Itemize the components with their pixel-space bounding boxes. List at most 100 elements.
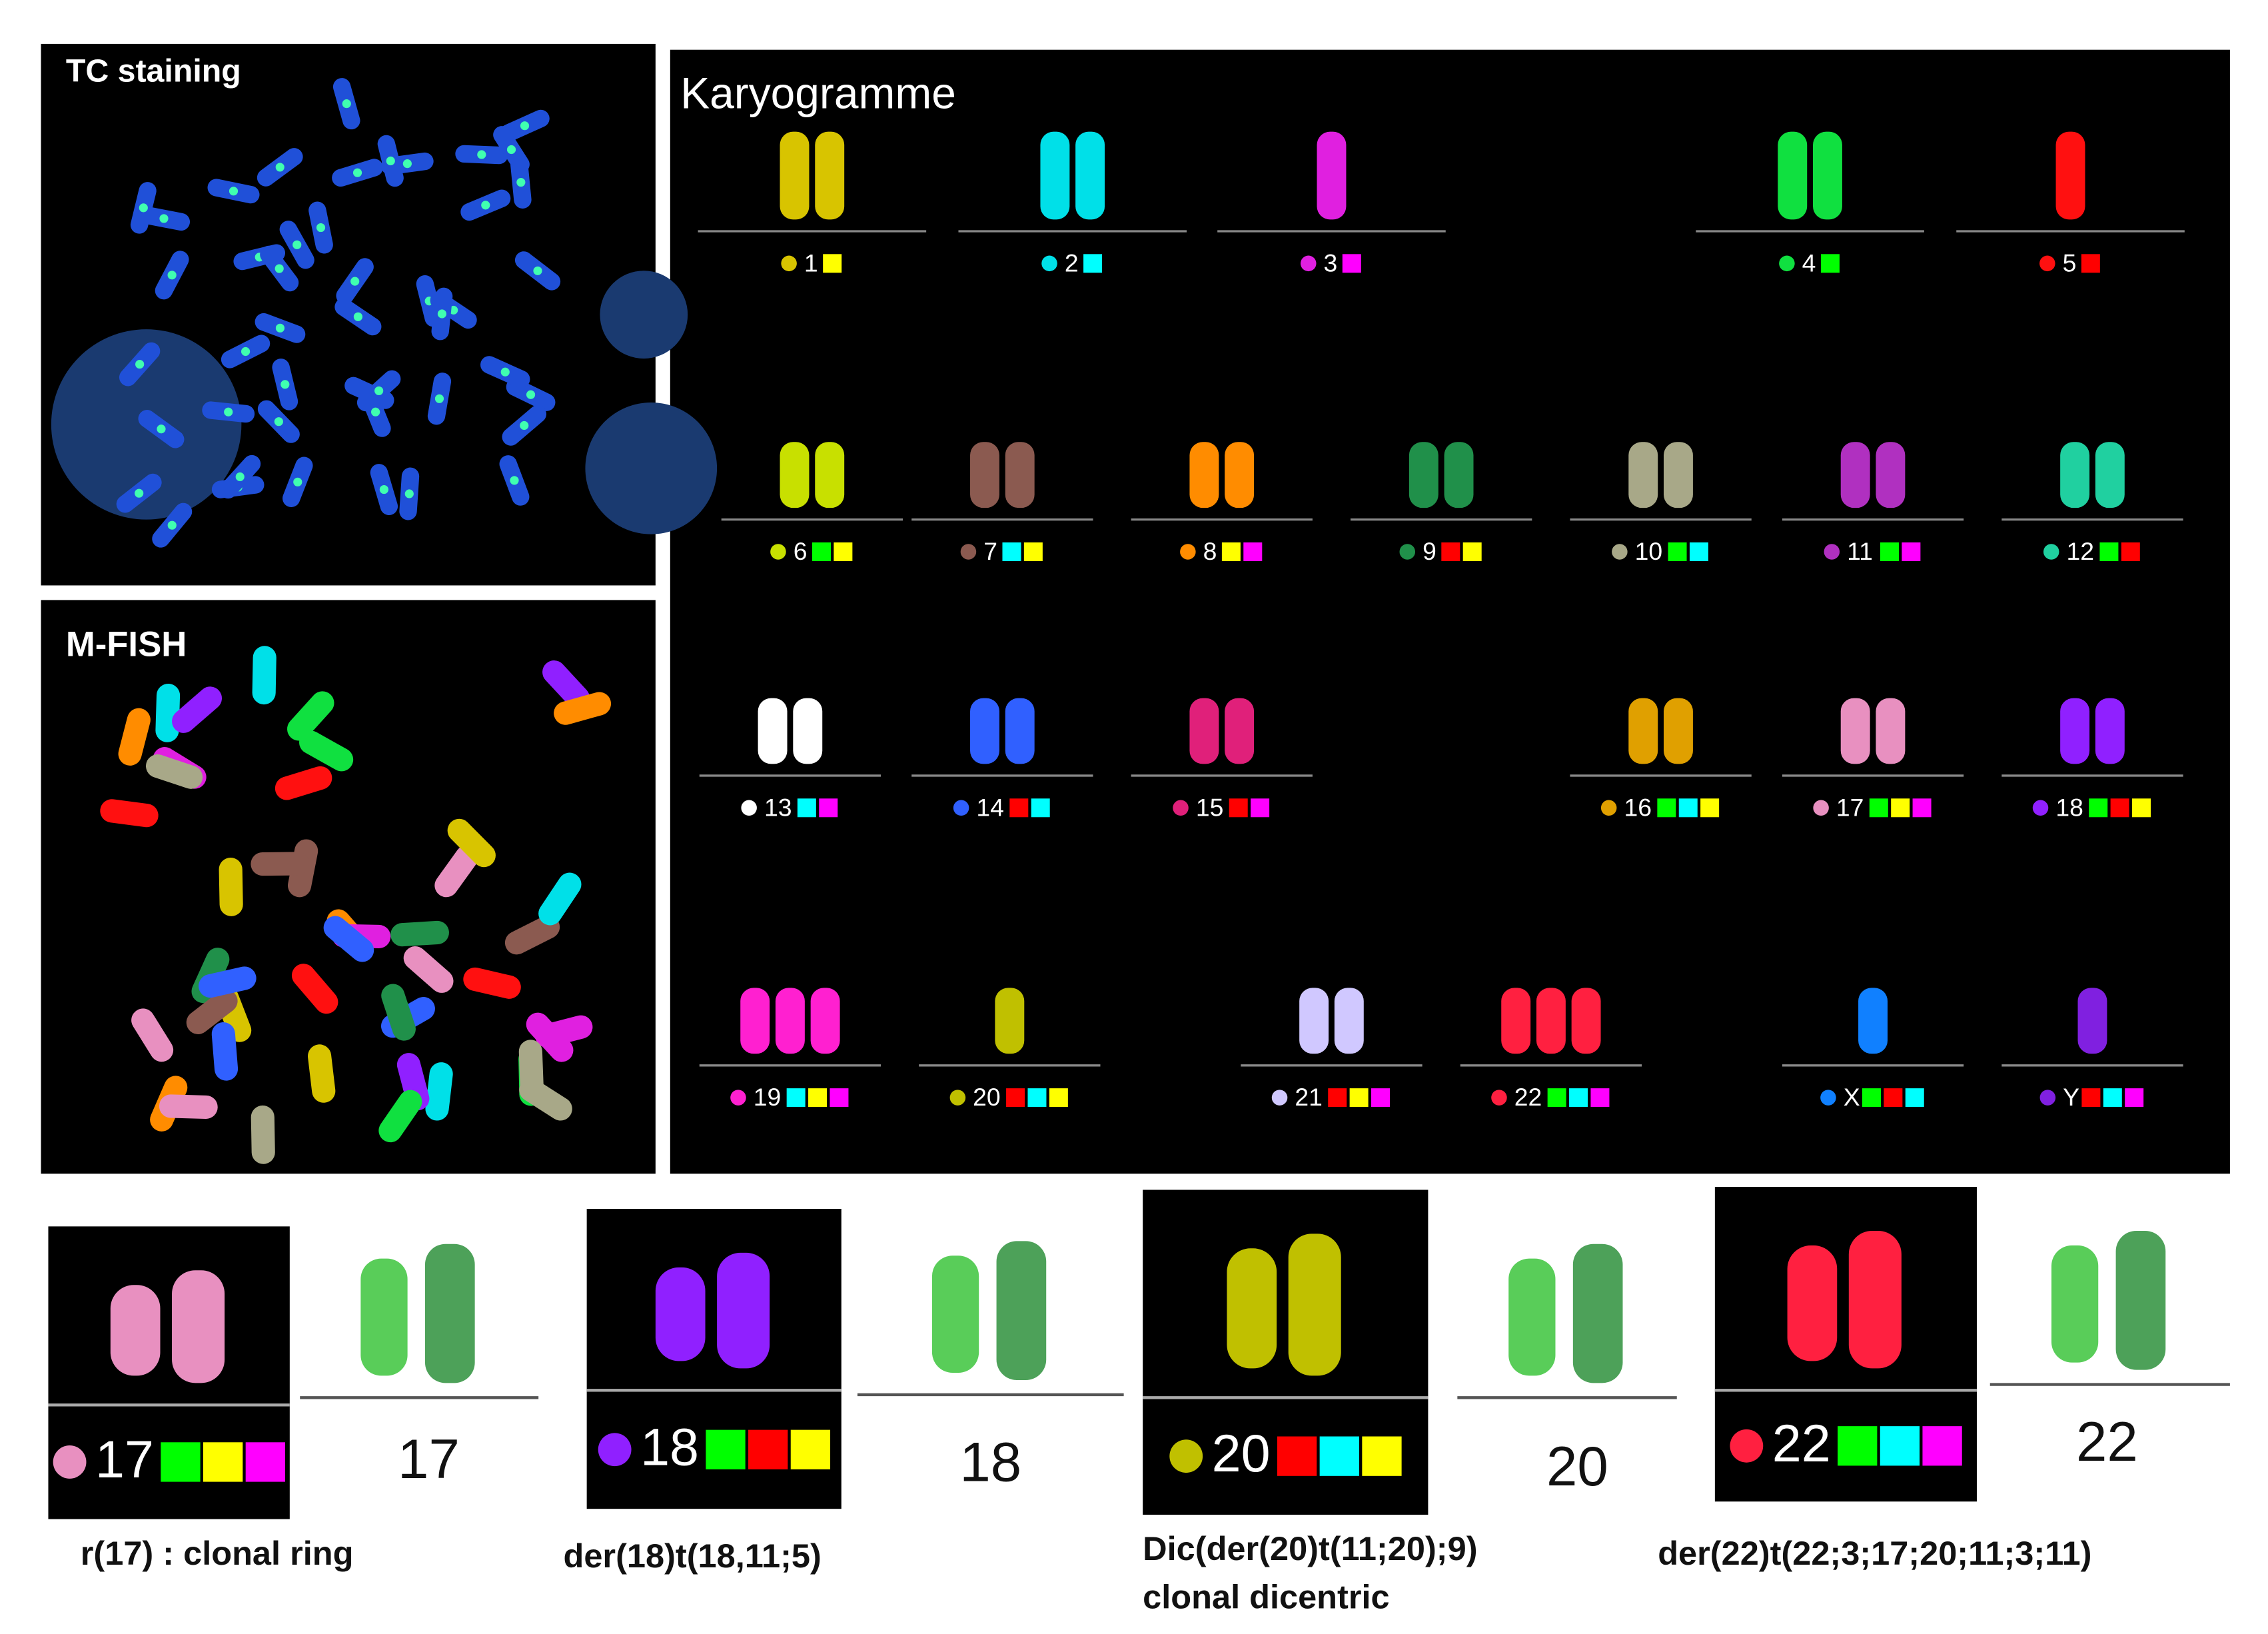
chromosome	[2095, 698, 2125, 764]
chromosome	[538, 872, 582, 926]
chromosome	[793, 698, 823, 764]
fluor-square	[812, 542, 831, 561]
fluor-square	[2089, 798, 2108, 818]
fluor-square	[819, 798, 838, 818]
chromosome-dot	[2032, 800, 2049, 816]
signal	[316, 223, 326, 233]
chromosome	[1628, 698, 1658, 764]
chromosome	[1876, 698, 1906, 764]
fluor-square	[834, 542, 853, 561]
chromosome	[1334, 988, 1364, 1054]
chromosome	[1299, 988, 1329, 1054]
chromosome-label: 9	[1422, 537, 1436, 565]
fluor-square	[2121, 542, 2140, 561]
chromosome	[1536, 988, 1566, 1054]
chromosome-label: 21	[1295, 1083, 1323, 1111]
fish-chromosome	[996, 1241, 1047, 1380]
chromosome-dot	[2039, 255, 2055, 272]
fluor-square	[1462, 542, 1482, 561]
chromosome	[1840, 698, 1870, 764]
signal	[379, 484, 388, 494]
fluor-square	[1328, 1088, 1347, 1108]
fluor-square	[1884, 1088, 1903, 1108]
fluor-square	[1657, 798, 1676, 818]
signal	[353, 312, 363, 321]
chromosome	[740, 988, 770, 1054]
caption: der(18)t(18,11;5)	[564, 1537, 822, 1575]
signal	[481, 201, 490, 210]
fluor-square	[1569, 1088, 1588, 1108]
chromosome-dot	[730, 1090, 746, 1106]
chromosome	[1840, 442, 1870, 508]
chromosome	[1227, 1248, 1277, 1369]
signal	[275, 323, 285, 333]
chromosome-label: 13	[764, 793, 792, 821]
fluor-square	[786, 1088, 806, 1108]
chromosome-label: Y	[2063, 1083, 2079, 1111]
signal	[402, 159, 412, 169]
chromosome	[542, 660, 590, 710]
fluor-square	[797, 798, 816, 818]
chromosome	[131, 1008, 174, 1062]
signal	[526, 390, 536, 399]
chromosome	[390, 920, 449, 947]
signal	[139, 203, 148, 213]
fish-chromosome	[2051, 1245, 2099, 1363]
chromosome	[504, 915, 560, 955]
chromosome	[1876, 442, 1906, 508]
chromosome-label: 1	[804, 249, 818, 277]
chromosome	[251, 852, 310, 876]
chromosome-label: 6	[794, 537, 808, 565]
chromosome	[403, 946, 454, 993]
chromosome	[199, 966, 257, 998]
chromosome-dot	[949, 1090, 966, 1106]
fluor-square	[161, 1442, 201, 1482]
chromosome-dot	[1730, 1429, 1764, 1463]
chromosome-label: 17	[95, 1429, 154, 1489]
fluor-square	[1880, 542, 1899, 561]
fluor-square	[1277, 1436, 1317, 1476]
signal	[437, 309, 447, 319]
signal	[167, 271, 177, 280]
fluor-square	[1243, 542, 1263, 561]
chromosome	[381, 984, 416, 1041]
chromosome-label: 18	[640, 1417, 699, 1476]
fish-chromosome	[2115, 1230, 2166, 1370]
chromosome	[717, 1252, 770, 1369]
mfish-panel	[41, 600, 656, 1174]
fluor-square	[1590, 1088, 1610, 1108]
chromosome-dot	[953, 800, 969, 816]
chromosome-label: 20	[973, 1083, 1001, 1111]
chromosome-dot	[741, 800, 757, 816]
chromosome-label: 10	[1635, 537, 1663, 565]
chromosome	[2055, 131, 2085, 220]
chromosome-label: 7	[983, 537, 997, 565]
signal	[275, 264, 284, 273]
chromosome-dot	[960, 544, 977, 560]
fluor-square	[2099, 542, 2119, 561]
chromosome-dot	[1824, 544, 1840, 560]
chromosome	[291, 964, 338, 1014]
panel-title: Karyogramme	[680, 68, 956, 117]
chromosome-label: 22	[1514, 1083, 1542, 1111]
fluor-square	[203, 1442, 243, 1482]
chromosome	[286, 691, 334, 741]
fluor-square	[1922, 1426, 1962, 1466]
signal	[374, 386, 384, 396]
chromosome-dot	[1041, 255, 1057, 272]
chromosome-label: 2	[1065, 249, 1079, 277]
signal	[157, 424, 166, 434]
chromosome	[758, 698, 788, 764]
chromosome-label: 14	[976, 793, 1004, 821]
fluor-square	[1221, 542, 1241, 561]
chromosome-label: 16	[1624, 793, 1652, 821]
fluor-square	[823, 254, 842, 273]
chromosome	[1813, 131, 1842, 220]
chromosome	[172, 1270, 225, 1383]
chromosome-dot	[598, 1433, 632, 1467]
signal	[477, 150, 486, 159]
chromosome-dot	[781, 255, 797, 272]
chromosome	[526, 1012, 574, 1062]
chromosome	[145, 754, 203, 789]
fluor-square	[1342, 254, 1361, 273]
